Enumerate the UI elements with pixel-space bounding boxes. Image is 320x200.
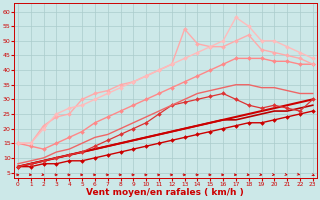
X-axis label: Vent moyen/en rafales ( km/h ): Vent moyen/en rafales ( km/h )	[86, 188, 244, 197]
